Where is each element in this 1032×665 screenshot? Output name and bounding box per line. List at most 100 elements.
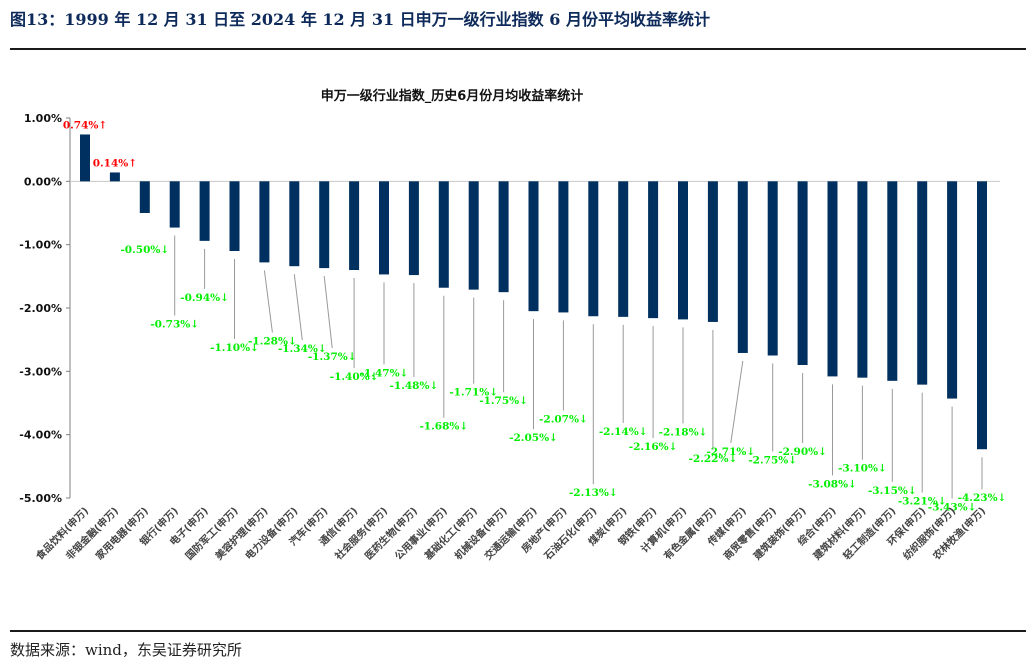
data-label: -0.50%↓	[120, 244, 169, 256]
bar	[498, 181, 509, 293]
y-tick-label: -2.00%	[19, 302, 62, 315]
bar	[379, 181, 389, 275]
data-label: -3.15%↓	[868, 485, 917, 497]
x-tick-label: 社会服务(申万)	[331, 504, 390, 563]
data-label: -1.10%↓	[210, 342, 259, 354]
data-label: -3.10%↓	[838, 463, 887, 475]
x-tick-label: 商贸零售(申万)	[721, 504, 779, 562]
y-tick-label: 0.00%	[24, 175, 62, 188]
data-label: -1.40%↓	[330, 371, 379, 383]
data-label: -2.22%↓	[689, 453, 738, 465]
data-label: -0.94%↓	[180, 292, 229, 304]
x-tick-label: 非银金融(申万)	[63, 504, 121, 562]
bar	[199, 181, 210, 241]
bar	[707, 181, 718, 322]
bar	[229, 181, 240, 251]
source-note: 数据来源：wind，东吴证券研究所	[10, 641, 242, 659]
data-label: -3.43%↓	[928, 502, 977, 514]
data-label: -0.73%↓	[150, 319, 199, 331]
data-label: -1.28%↓	[248, 335, 297, 347]
data-label: -1.75%↓	[479, 395, 528, 407]
bar	[767, 181, 778, 356]
data-label: -2.71%↓	[706, 446, 755, 458]
x-axis: 食品饮料(申万)非银金融(申万)家用电器(申万)银行(申万)电子(申万)国防军工…	[32, 504, 988, 563]
leader-line	[730, 360, 744, 444]
x-tick-label: 建筑材料(申万)	[810, 504, 869, 563]
y-tick-label: -3.00%	[19, 365, 62, 378]
data-label: -1.47%↓	[360, 367, 409, 379]
data-label: -3.08%↓	[808, 478, 857, 490]
bar	[289, 181, 300, 267]
data-label: -1.37%↓	[308, 351, 357, 363]
bar	[259, 181, 270, 263]
y-tick-label: -1.00%	[19, 239, 62, 252]
data-label: -4.23%↓	[958, 492, 1007, 504]
bar	[468, 181, 479, 290]
x-tick-label: 轻工制造(申万)	[840, 504, 898, 562]
data-label: -2.14%↓	[599, 426, 648, 438]
data-label: -2.07%↓	[539, 413, 588, 425]
leader-line	[263, 270, 273, 333]
x-tick-label: 机械设备(申万)	[452, 504, 510, 562]
x-tick-label: 基础化工(申万)	[421, 504, 480, 563]
bar	[408, 181, 419, 276]
data-label: 0.74%↑	[63, 119, 107, 131]
x-tick-label: 国防军工(申万)	[183, 504, 241, 562]
y-tick-label: 1.00%	[24, 112, 62, 125]
bar-chart: 申万一级行业指数_历史6月份月均收益率统计 1.00% 0.00% -1.00% -2…	[19, 88, 1007, 563]
data-label: -1.34%↓	[278, 343, 327, 355]
x-tick-label: 公用事业(申万)	[392, 504, 450, 562]
bar	[797, 181, 808, 365]
data-label: -1.48%↓	[390, 380, 439, 392]
x-tick-label: 医药生物(申万)	[362, 504, 420, 562]
data-label: -1.68%↓	[419, 421, 468, 433]
chart-title: 申万一级行业指数_历史6月份月均收益率统计	[321, 88, 584, 104]
bar	[169, 181, 180, 228]
bar	[977, 181, 987, 450]
bar	[618, 181, 629, 317]
top-rule	[10, 48, 1026, 50]
bar	[528, 181, 539, 312]
figure-title: 图13：1999 年 12 月 31 日至 2024 年 12 月 31 日申万…	[10, 10, 710, 29]
bar	[648, 181, 659, 319]
leader-lines	[174, 235, 983, 499]
data-label: -2.05%↓	[509, 432, 558, 444]
bars	[80, 134, 987, 450]
x-tick-label: 美容护理(申万)	[212, 504, 270, 562]
data-labels: 0.74%↑ 0.14%↑ -0.50%↓ -0.73%↓ -0.94%↓ -1.10%↓…	[63, 119, 1007, 513]
bar	[827, 181, 838, 377]
y-tick-label: -4.00%	[19, 429, 62, 442]
x-tick-label: 电力设备(申万)	[242, 504, 300, 562]
bar	[139, 181, 150, 213]
data-label: -2.75%↓	[748, 455, 797, 467]
bar	[947, 181, 958, 399]
x-tick-label: 交通运输(申万)	[482, 504, 540, 562]
bar	[737, 181, 748, 353]
bar	[917, 181, 928, 385]
y-axis: 1.00% 0.00% -1.00% -2.00% -3.00% -4.00% -5.00%	[19, 112, 1000, 505]
data-label: -3.21%↓	[898, 496, 947, 508]
data-label: -2.13%↓	[569, 487, 618, 499]
leader-line	[293, 274, 303, 341]
bottom-rule	[10, 630, 1026, 632]
bar	[80, 134, 90, 182]
bar	[438, 181, 449, 288]
x-tick-label: 家用电器(申万)	[93, 504, 151, 562]
bar	[558, 181, 569, 313]
data-label: 0.14%↑	[93, 157, 137, 169]
bar	[588, 181, 599, 317]
data-label: -2.90%↓	[778, 446, 827, 458]
bar	[678, 181, 688, 320]
bar	[349, 181, 360, 270]
data-label: -1.71%↓	[449, 387, 498, 399]
bar	[857, 181, 868, 378]
x-tick-label: 食品饮料(申万)	[32, 504, 91, 563]
data-label: -2.16%↓	[629, 441, 678, 453]
y-tick-label: -5.00%	[19, 492, 62, 505]
x-tick-label: 石油石化(申万)	[541, 504, 600, 563]
leader-line	[323, 276, 333, 349]
bar	[319, 181, 330, 269]
data-label: -2.18%↓	[659, 426, 708, 438]
x-tick-label: 建筑装饰(申万)	[750, 504, 809, 563]
x-tick-label: 有色金属(申万)	[661, 504, 719, 562]
